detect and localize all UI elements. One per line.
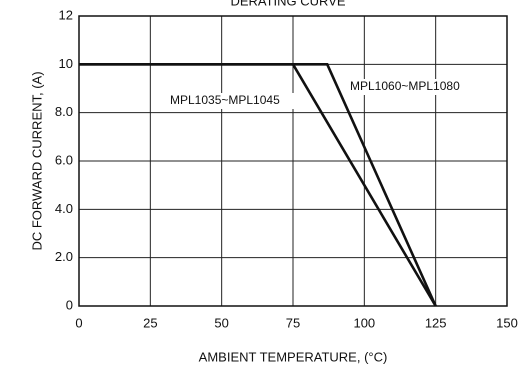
y-tick-label: 6.0 (55, 152, 73, 167)
chart-title: DERATING CURVE (230, 0, 345, 8)
series-label-bg (168, 93, 298, 109)
y-tick-label: 2.0 (55, 249, 73, 264)
y-tick-label: 0 (66, 297, 73, 312)
y-tick-label: 8.0 (55, 104, 73, 119)
series-line (79, 63, 437, 307)
x-tick-label: 150 (496, 315, 518, 330)
x-tick-label: 100 (353, 315, 375, 330)
series-label: MPL1035~MPL1045 (170, 93, 280, 107)
x-tick-label: 75 (286, 315, 300, 330)
y-tick-label: 12 (59, 7, 73, 22)
x-tick-label: 125 (425, 315, 447, 330)
series-label-bg (348, 79, 478, 95)
x-tick-label: 25 (143, 315, 157, 330)
plot-frame (78, 15, 508, 307)
y-tick-label: 4.0 (55, 201, 73, 216)
y-tick-label: 10 (59, 56, 73, 71)
y-axis-label: DC FORWARD CURRENT, (A) (29, 71, 44, 250)
x-tick-label: 50 (214, 315, 228, 330)
x-tick-label: 0 (75, 315, 82, 330)
series-label: MPL1060~MPL1080 (350, 79, 460, 93)
x-axis-label: AMBIENT TEMPERATURE, (°C) (199, 349, 388, 364)
